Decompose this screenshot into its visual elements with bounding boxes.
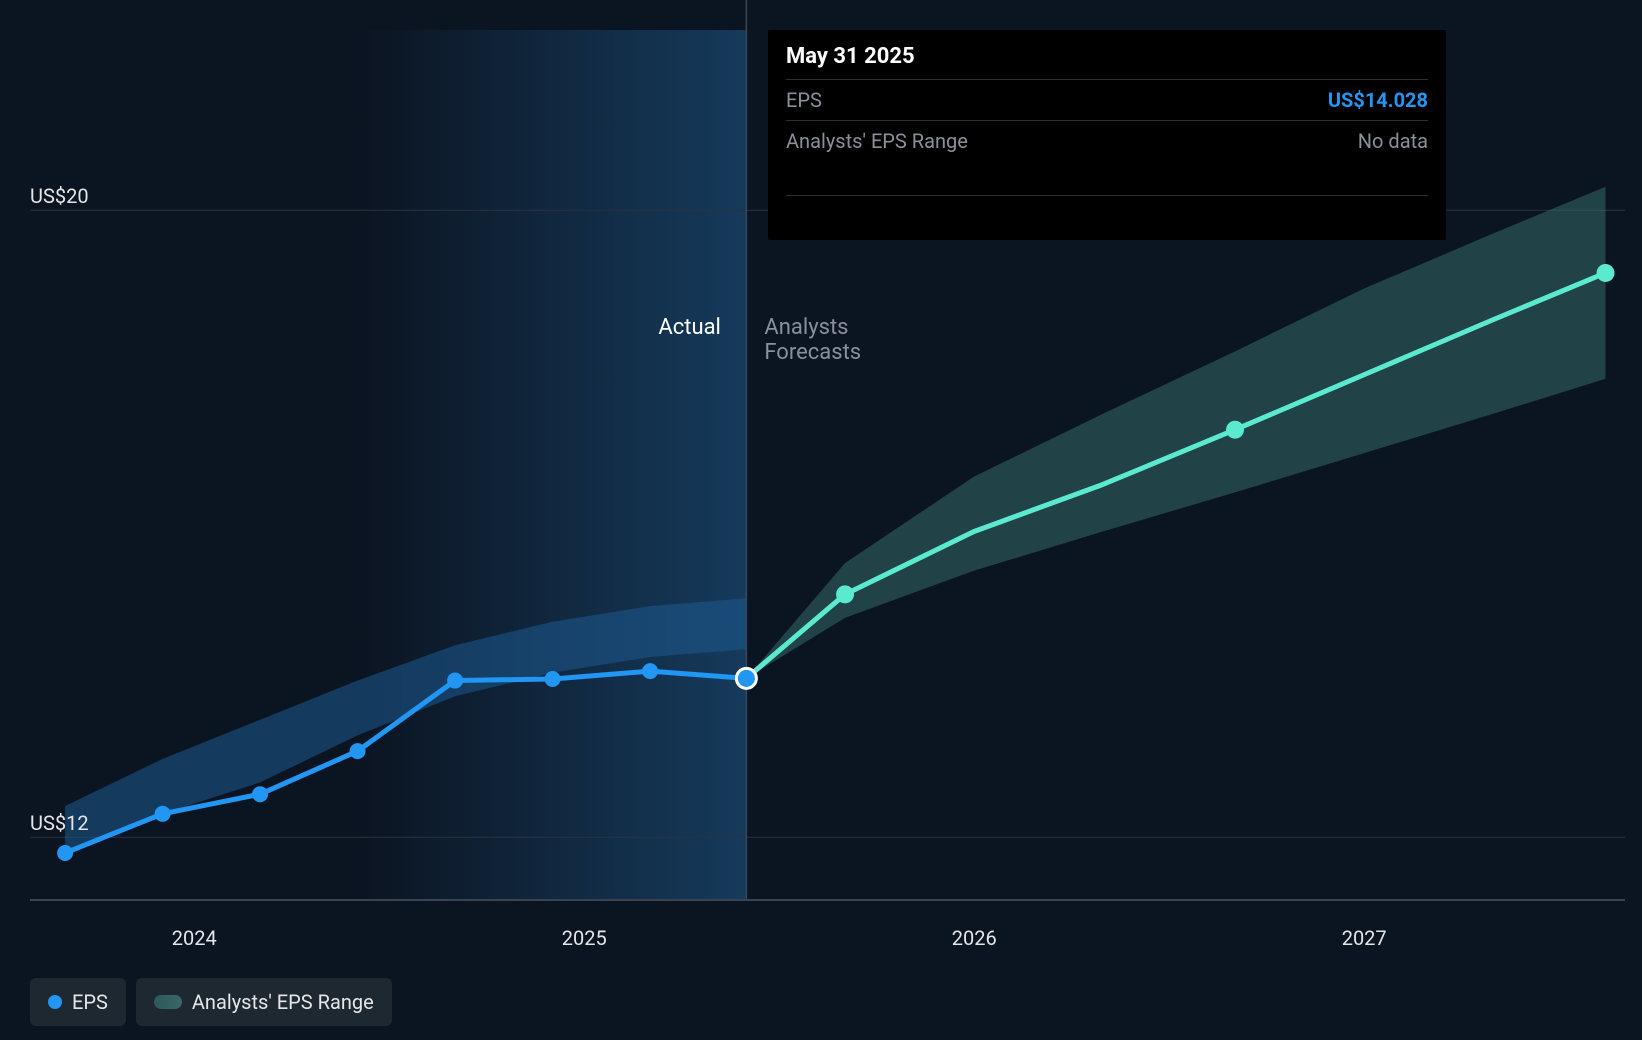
highlight-band [358,30,747,900]
tooltip-row-label: EPS [786,88,822,112]
chart-container: US$12 US$20 2024 2025 2026 2027 Actual Analy… [0,0,1642,1040]
legend-label: Analysts' EPS Range [192,990,374,1014]
forecast-range-band [746,187,1605,679]
forecast-marker[interactable] [1597,264,1615,282]
actual-marker[interactable] [545,671,561,687]
legend-label: EPS [72,990,108,1014]
legend-item[interactable]: Analysts' EPS Range [136,978,392,1026]
forecast-marker[interactable] [1226,421,1244,439]
x-axis-label: 2024 [172,926,217,950]
actual-marker[interactable] [447,673,463,689]
forecast-marker[interactable] [836,585,854,603]
forecast-label: Analysts Forecasts [764,315,861,365]
tooltip-row-value: No data [1358,129,1428,153]
y-axis-label: US$12 [30,811,89,835]
chart-legend: EPS Analysts' EPS Range [30,978,392,1026]
actual-marker[interactable] [155,806,171,822]
actual-marker[interactable] [57,845,73,861]
x-axis-label: 2025 [562,926,607,950]
chart-tooltip: May 31 2025 EPS US$14.028 Analysts' EPS Ra… [768,30,1446,240]
tooltip-row: Analysts' EPS Range No data [786,120,1428,161]
x-axis-label: 2027 [1342,926,1387,950]
actual-marker[interactable] [350,743,366,759]
legend-dot-icon [48,995,62,1009]
actual-marker[interactable] [642,663,658,679]
tooltip-date: May 31 2025 [786,44,1428,79]
highlight-marker[interactable] [736,668,756,688]
actual-marker[interactable] [252,786,268,802]
tooltip-row: EPS US$14.028 [786,79,1428,120]
legend-band-icon [154,995,182,1009]
x-axis-label: 2026 [952,926,997,950]
legend-item[interactable]: EPS [30,978,126,1026]
y-axis-label: US$20 [30,184,89,208]
tooltip-row-label: Analysts' EPS Range [786,129,968,153]
actual-label: Actual [658,315,721,340]
tooltip-row-value: US$14.028 [1328,88,1428,112]
